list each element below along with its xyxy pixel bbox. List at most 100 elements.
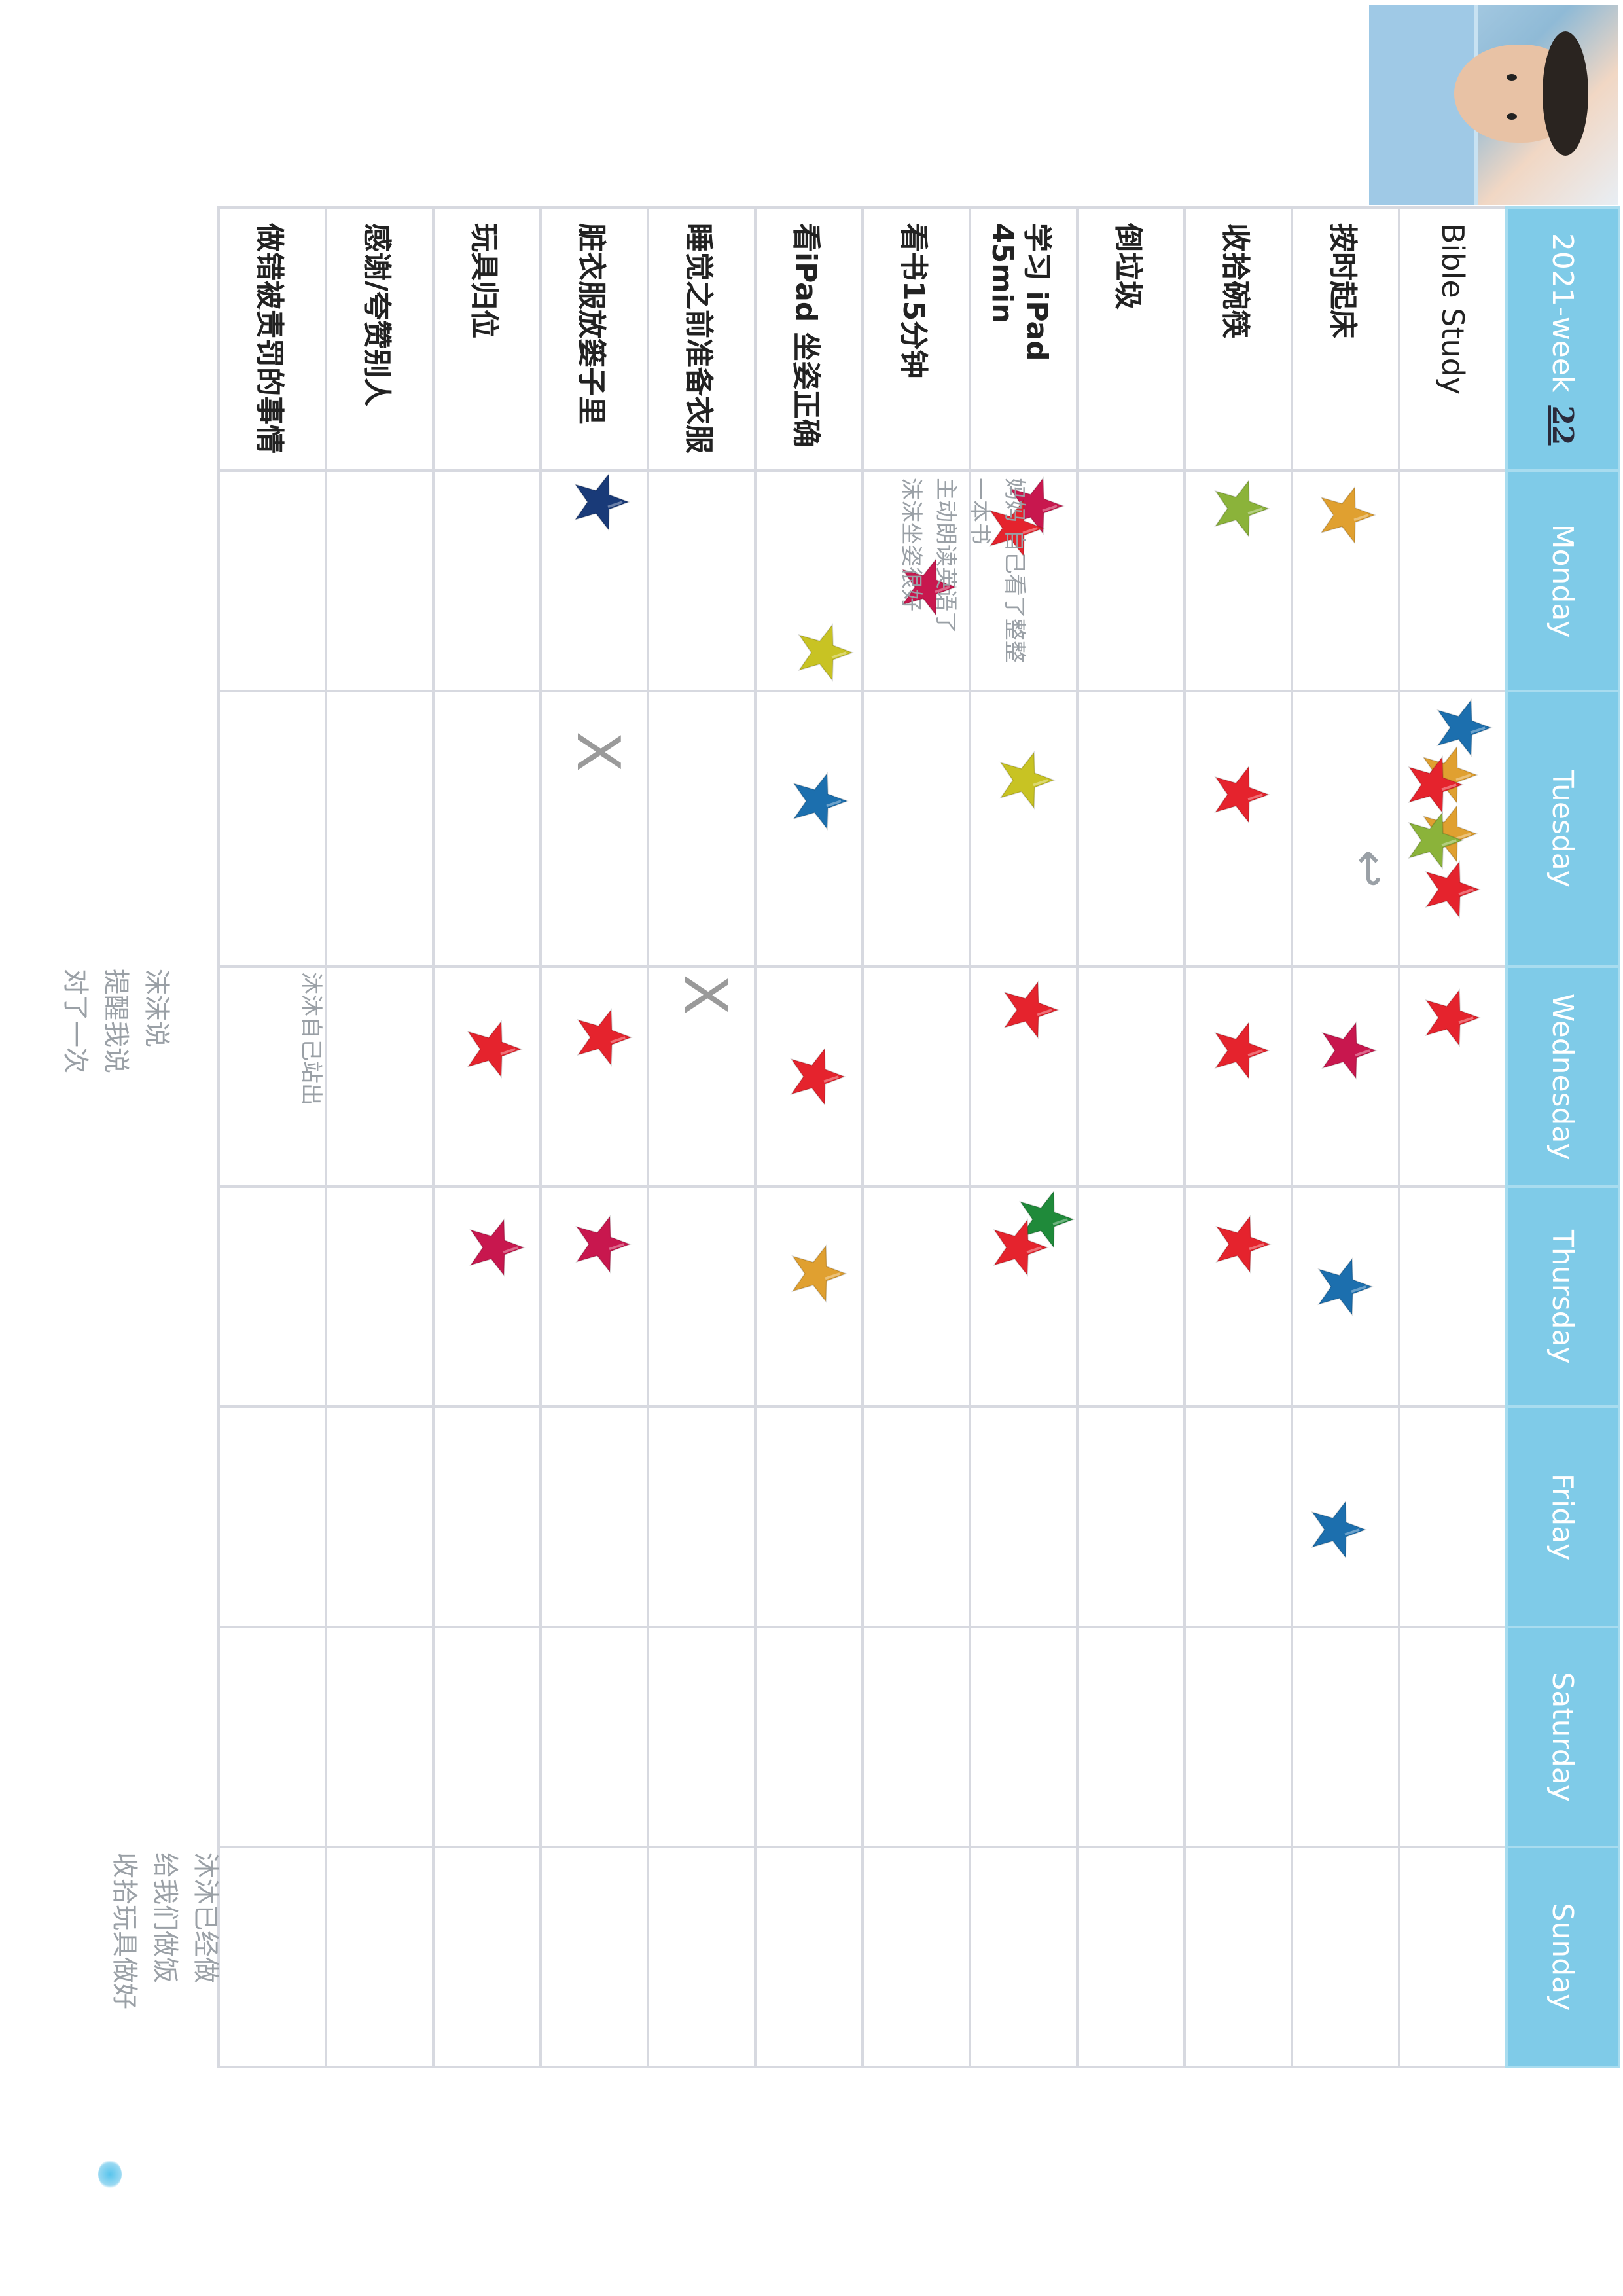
day-cell — [648, 1407, 755, 1627]
task-label: 做错被责罚的事情 — [219, 207, 326, 471]
task-row: 按时起床 ↩ — [1292, 207, 1399, 2067]
star-sticker-red — [986, 498, 1046, 558]
day-cell — [326, 471, 433, 691]
star-sticker-red — [1421, 859, 1482, 920]
day-cell — [326, 1846, 433, 2067]
day-cell — [1077, 1626, 1185, 1847]
task-label: 感谢/夸赞别人 — [326, 207, 433, 471]
day-cell — [970, 471, 1077, 691]
task-row: 倒垃圾 — [1077, 207, 1185, 2067]
day-cell — [1292, 1846, 1399, 2067]
day-header-thursday: Thursday — [1507, 1187, 1619, 1407]
day-cell — [326, 967, 433, 1187]
star-sticker-magenta — [466, 1217, 526, 1278]
reward-table: 2021-week 22 Monday Tuesday Wednesday Th… — [217, 206, 1620, 2068]
day-cell — [326, 1187, 433, 1407]
day-cell: X — [541, 691, 648, 967]
day-cell — [755, 1407, 863, 1627]
star-sticker-magenta — [1318, 1020, 1378, 1081]
day-cell — [1292, 967, 1399, 1187]
day-cell — [648, 1187, 755, 1407]
day-cell — [1399, 691, 1507, 967]
day-cell — [219, 1187, 326, 1407]
star-sticker-red — [787, 1047, 847, 1107]
star-sticker-orange — [788, 1244, 848, 1304]
day-cell — [433, 1187, 541, 1407]
day-cell — [648, 1846, 755, 2067]
star-sticker-red — [1000, 980, 1060, 1040]
day-header-wednesday: Wednesday — [1507, 967, 1619, 1187]
star-sticker-blue — [1308, 1499, 1368, 1560]
day-cell — [863, 471, 970, 691]
day-cell — [219, 471, 326, 691]
day-cell — [326, 1626, 433, 1847]
day-cell — [219, 1846, 326, 2067]
star-sticker-red — [463, 1019, 524, 1079]
task-row: 感谢/夸赞别人 — [326, 207, 433, 2067]
day-cell — [219, 1626, 326, 1847]
day-cell — [970, 691, 1077, 967]
ink-spot — [98, 2160, 122, 2189]
star-sticker-blue — [1314, 1257, 1374, 1317]
star-sticker-red — [1211, 1020, 1271, 1081]
day-cell — [1077, 471, 1185, 691]
day-cell — [1185, 967, 1292, 1187]
day-cell — [755, 1846, 863, 2067]
day-cell — [1399, 967, 1507, 1187]
task-row: 学习 iPad 45min — [970, 207, 1077, 2067]
day-cell: X — [648, 967, 755, 1187]
wednesday-note: 沐沐自己站出 — [298, 972, 324, 1105]
day-cell — [541, 1846, 648, 2067]
task-row: 做错被责罚的事情 — [219, 207, 326, 2067]
day-cell — [755, 471, 863, 691]
day-cell — [433, 471, 541, 691]
star-sticker-red — [1404, 755, 1465, 815]
day-cell — [541, 1407, 648, 1627]
day-header-tuesday: Tuesday — [1507, 691, 1619, 967]
week-title: 2021-week 22 — [1507, 207, 1619, 471]
week-prefix: 2021-week — [1546, 232, 1580, 393]
reward-chart: 2021-week 22 Monday Tuesday Wednesday Th… — [219, 206, 1620, 2068]
child-photo — [1369, 5, 1618, 205]
task-label: 学习 iPad 45min — [970, 207, 1077, 471]
day-cell — [970, 1846, 1077, 2067]
task-label: Bible Study — [1399, 207, 1507, 471]
task-label: 睡觉之前准备衣服 — [648, 207, 755, 471]
day-cell: ↩ — [1292, 691, 1399, 967]
header-row: 2021-week 22 Monday Tuesday Wednesday Th… — [1507, 207, 1619, 2067]
day-cell — [1399, 471, 1507, 691]
day-cell — [970, 1187, 1077, 1407]
task-row: 玩具归位 — [433, 207, 541, 2067]
day-cell — [541, 1187, 648, 1407]
day-cell — [433, 967, 541, 1187]
day-cell — [433, 691, 541, 967]
star-sticker-yellow — [996, 750, 1056, 810]
day-cell — [1185, 1626, 1292, 1847]
task-row: 脏衣服放篓子里 X — [541, 207, 648, 2067]
star-sticker-orange — [1317, 485, 1377, 545]
side-note-bottom: 沐沐已经做 给我们做饭 收拾玩具做好 — [109, 1852, 221, 2009]
day-cell — [1077, 1407, 1185, 1627]
star-sticker-magenta — [898, 557, 958, 617]
day-cell — [1292, 1187, 1399, 1407]
task-label: 玩具归位 — [433, 207, 541, 471]
star-sticker-red — [1212, 1214, 1272, 1274]
star-sticker-red — [1421, 988, 1482, 1048]
day-header-monday: Monday — [1507, 471, 1619, 691]
day-cell — [1399, 1187, 1507, 1407]
day-cell — [1399, 1626, 1507, 1847]
day-cell — [433, 1407, 541, 1627]
star-sticker-blue — [1433, 698, 1493, 758]
task-row: 睡觉之前准备衣服 X — [648, 207, 755, 2067]
task-row: 看书15分钟 — [863, 207, 970, 2067]
day-cell — [1292, 1407, 1399, 1627]
day-header-friday: Friday — [1507, 1407, 1619, 1627]
day-cell — [755, 691, 863, 967]
day-cell — [755, 1626, 863, 1847]
day-cell — [219, 1407, 326, 1627]
day-cell — [970, 1626, 1077, 1847]
task-label: 脏衣服放篓子里 — [541, 207, 648, 471]
day-header-saturday: Saturday — [1507, 1626, 1619, 1847]
day-cell — [219, 691, 326, 967]
